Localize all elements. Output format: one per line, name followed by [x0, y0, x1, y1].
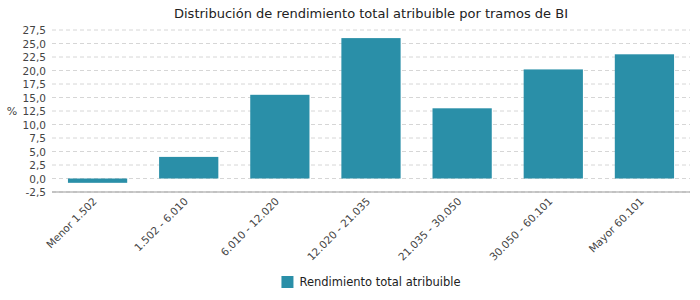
bar	[159, 157, 218, 179]
y-tick-label: -2,5	[26, 186, 47, 198]
y-axis-label: %	[7, 105, 17, 118]
grid-line	[52, 192, 690, 193]
grid	[52, 30, 690, 192]
x-tick-label: 1.502 - 6.010	[132, 195, 190, 253]
x-tick-label: 30.050 - 60.101	[487, 195, 555, 263]
bar	[68, 179, 127, 183]
x-axis-line	[52, 192, 690, 193]
legend: Rendimiento total atribuible	[281, 275, 460, 289]
y-tick-label: 17,5	[23, 78, 46, 90]
y-tick-label: 15,0	[23, 92, 46, 104]
y-tick-label: 25,0	[23, 38, 46, 50]
grid-line	[52, 30, 690, 31]
x-tick-label: 21.035 - 30.050	[396, 195, 464, 263]
x-tick-label: Menor 1.502	[44, 195, 99, 250]
bar	[341, 38, 400, 178]
title: Distribución de rendimiento total atribu…	[174, 6, 568, 21]
bar	[524, 69, 583, 178]
y-tick-label: 7,5	[29, 132, 46, 144]
y-tick-label: 22,5	[23, 51, 46, 63]
bar	[615, 54, 674, 178]
chart: Distribución de rendimiento total atribu…	[0, 0, 700, 300]
bars	[68, 38, 674, 183]
y-tick-label: 5,0	[29, 146, 46, 158]
x-tick-label: 12.020 - 21.035	[305, 195, 373, 263]
y-tick-label: 12,5	[23, 105, 46, 117]
legend-swatch	[281, 276, 293, 288]
x-tick-label: Mayor 60.101	[586, 195, 646, 255]
y-tick-label: 27,5	[23, 24, 46, 36]
chart-container: Distribución de rendimiento total atribu…	[0, 0, 700, 300]
y-tick-label: 20,0	[23, 65, 46, 77]
y-tick-label: 0,0	[29, 173, 46, 185]
y-tick-label: 2,5	[29, 159, 46, 171]
bar	[250, 95, 309, 179]
y-tick-label: 10,0	[23, 119, 46, 131]
x-tick-label: 6.010 - 12.020	[218, 195, 281, 258]
bar	[433, 108, 492, 178]
legend-label: Rendimiento total atribuible	[299, 275, 460, 289]
